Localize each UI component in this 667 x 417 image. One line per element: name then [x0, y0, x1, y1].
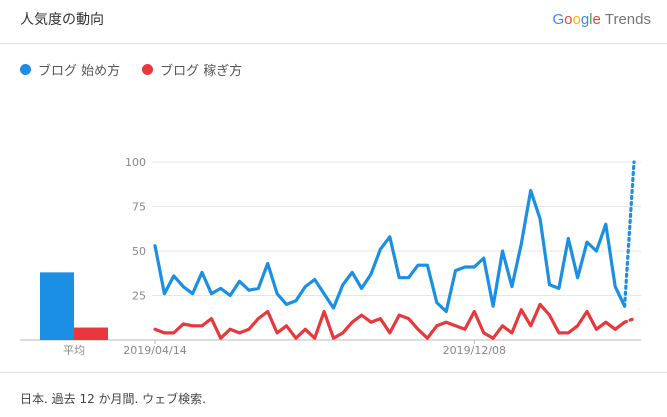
- logo-letter: g: [580, 11, 590, 28]
- series-line-partial: [622, 160, 636, 308]
- chart-header: 人気度の動向 Google Trends: [0, 0, 667, 44]
- logo-letter: o: [572, 11, 581, 28]
- chart-legend: ブログ 始め方 ブログ 稼ぎ方: [20, 60, 242, 79]
- average-bar: [40, 272, 74, 340]
- average-bar: [74, 327, 108, 340]
- legend-label: ブログ 稼ぎ方: [160, 64, 243, 79]
- legend-dot-icon: [142, 64, 154, 75]
- chart-footer: 日本. 過去 12 か月間. ウェブ検索.: [0, 372, 667, 417]
- chart-title: 人気度の動向: [20, 12, 104, 28]
- trend-chart[interactable]: 25 50 75 100 2019/04/14 2019/12/08 平均: [0, 140, 667, 365]
- logo-letter: G: [552, 11, 565, 28]
- x-tick-label: 2019/12/08: [443, 344, 506, 357]
- x-tick-label: 2019/04/14: [123, 344, 186, 357]
- footer-note: 日本. 過去 12 か月間. ウェブ検索.: [20, 392, 206, 406]
- averages-label: 平均: [63, 344, 85, 357]
- y-tick-label: 75: [132, 201, 146, 214]
- legend-label: ブログ 始め方: [38, 64, 121, 79]
- logo-letter: l: [589, 11, 593, 28]
- google-trends-logo: Google Trends: [552, 11, 651, 28]
- y-tick-label: 50: [132, 245, 146, 258]
- series-line: [153, 188, 627, 314]
- series-line-partial: [622, 317, 636, 324]
- logo-letter: o: [564, 11, 573, 28]
- logo-letter: e: [592, 11, 601, 28]
- y-tick-label: 100: [125, 156, 146, 169]
- series-line: [153, 302, 627, 340]
- legend-item-series-1[interactable]: ブログ 始め方: [20, 60, 120, 79]
- legend-item-series-2[interactable]: ブログ 稼ぎ方: [142, 60, 242, 79]
- y-tick-label: 25: [132, 290, 146, 303]
- logo-product-name: Trends: [604, 11, 651, 28]
- legend-dot-icon: [20, 64, 31, 75]
